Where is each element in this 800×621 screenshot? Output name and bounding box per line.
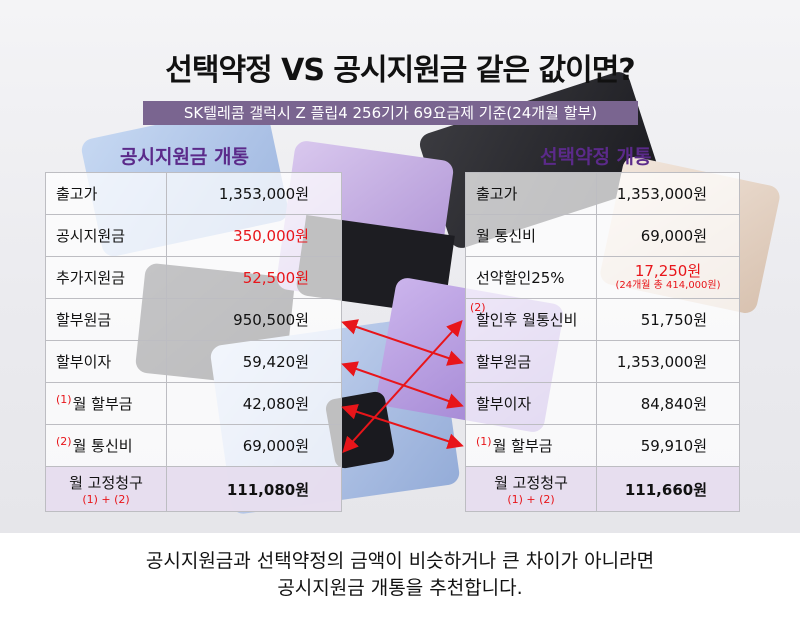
row-label: (1)월 할부금 — [45, 382, 167, 425]
row-label: 월 통신비 — [465, 214, 597, 257]
row-label: 할부이자 — [45, 340, 167, 383]
conclusion-text: 공시지원금과 선택약정의 금액이 비슷하거나 큰 차이가 아니라면 공시지원금 … — [0, 548, 800, 602]
row-label: (2) 할인후 월통신비 — [465, 298, 597, 341]
row-mark: (2) — [470, 301, 486, 314]
arrow-monthly-telecom — [342, 320, 463, 453]
row-value: 1,353,000원 — [596, 340, 740, 383]
row-value: 59,910원 — [596, 424, 740, 467]
row-mark: (2) — [56, 435, 72, 448]
table-row: 월 통신비 69,000원 — [465, 214, 740, 257]
table-row: 추가지원금 52,500원 — [45, 256, 342, 299]
contract-discount-table: 출고가 1,353,000원 월 통신비 69,000원 선약할인25% 17,… — [465, 172, 740, 512]
total-label: 월 고정청구 (1) + (2) — [465, 466, 597, 512]
total-label-text: 월 고정청구 — [494, 474, 568, 492]
table-row: (2) 할인후 월통신비 51,750원 — [465, 298, 740, 341]
table-row: 할부이자 59,420원 — [45, 340, 342, 383]
row-label-text: 할인후 월통신비 — [476, 311, 578, 329]
row-label: 출고가 — [45, 172, 167, 215]
row-value: 1,353,000원 — [166, 172, 342, 215]
right-section-heading: 선택약정 개통 — [540, 146, 652, 168]
total-row: 월 고정청구 (1) + (2) 111,080원 — [45, 466, 342, 512]
total-formula: (1) + (2) — [507, 493, 555, 506]
conclusion-line-1: 공시지원금과 선택약정의 금액이 비슷하거나 큰 차이가 아니라면 — [145, 550, 655, 572]
row-label: 출고가 — [465, 172, 597, 215]
left-section-heading: 공시지원금 개통 — [120, 146, 249, 168]
total-value: 111,080원 — [166, 466, 342, 512]
subtitle-banner: SK텔레콤 갤럭시 Z 플립4 256기가 69요금제 기준(24개월 할부) — [143, 101, 638, 125]
table-row: 공시지원금 350,000원 — [45, 214, 342, 257]
total-formula: (1) + (2) — [82, 493, 130, 506]
row-mark: (1) — [56, 393, 72, 406]
row-value: 17,250원 (24개월 총 414,000원) — [596, 256, 740, 299]
arrow-monthly-installment — [341, 404, 464, 449]
row-note: (24개월 총 414,000원) — [615, 280, 721, 291]
total-label-text: 월 고정청구 — [69, 474, 143, 492]
arrow-installment-interest — [341, 361, 464, 409]
row-value: 42,080원 — [166, 382, 342, 425]
row-label: 할부원금 — [45, 298, 167, 341]
row-label-text: 월 할부금 — [72, 395, 133, 413]
table-row: 출고가 1,353,000원 — [45, 172, 342, 215]
table-row: (1)월 할부금 42,080원 — [45, 382, 342, 425]
row-value: 69,000원 — [166, 424, 342, 467]
row-value: 59,420원 — [166, 340, 342, 383]
row-label-text: 월 통신비 — [72, 437, 133, 455]
row-value: 51,750원 — [596, 298, 740, 341]
row-label: 추가지원금 — [45, 256, 167, 299]
row-value: 69,000원 — [596, 214, 740, 257]
subsidy-table: 출고가 1,353,000원 공시지원금 350,000원 추가지원금 52,5… — [45, 172, 342, 512]
row-value: 350,000원 — [166, 214, 342, 257]
table-row: (1)월 할부금 59,910원 — [465, 424, 740, 467]
table-row: 할부원금 950,500원 — [45, 298, 342, 341]
row-label: (2)월 통신비 — [45, 424, 167, 467]
row-label: (1)월 할부금 — [465, 424, 597, 467]
comparison-arrows — [341, 319, 464, 453]
total-row: 월 고정청구 (1) + (2) 111,660원 — [465, 466, 740, 512]
total-value: 111,660원 — [596, 466, 740, 512]
row-label: 공시지원금 — [45, 214, 167, 257]
row-value-text: 17,250원 — [634, 262, 702, 280]
row-label: 선약할인25% — [465, 256, 597, 299]
page-title: 선택약정 VS 공시지원금 같은 값이면? — [165, 53, 635, 88]
row-label-text: 월 할부금 — [492, 437, 553, 455]
table-row: (2)월 통신비 69,000원 — [45, 424, 342, 467]
conclusion-line-2: 공시지원금 개통을 추천합니다. — [277, 577, 523, 599]
total-label: 월 고정청구 (1) + (2) — [45, 466, 167, 512]
table-row: 선약할인25% 17,250원 (24개월 총 414,000원) — [465, 256, 740, 299]
row-mark: (1) — [476, 435, 492, 448]
